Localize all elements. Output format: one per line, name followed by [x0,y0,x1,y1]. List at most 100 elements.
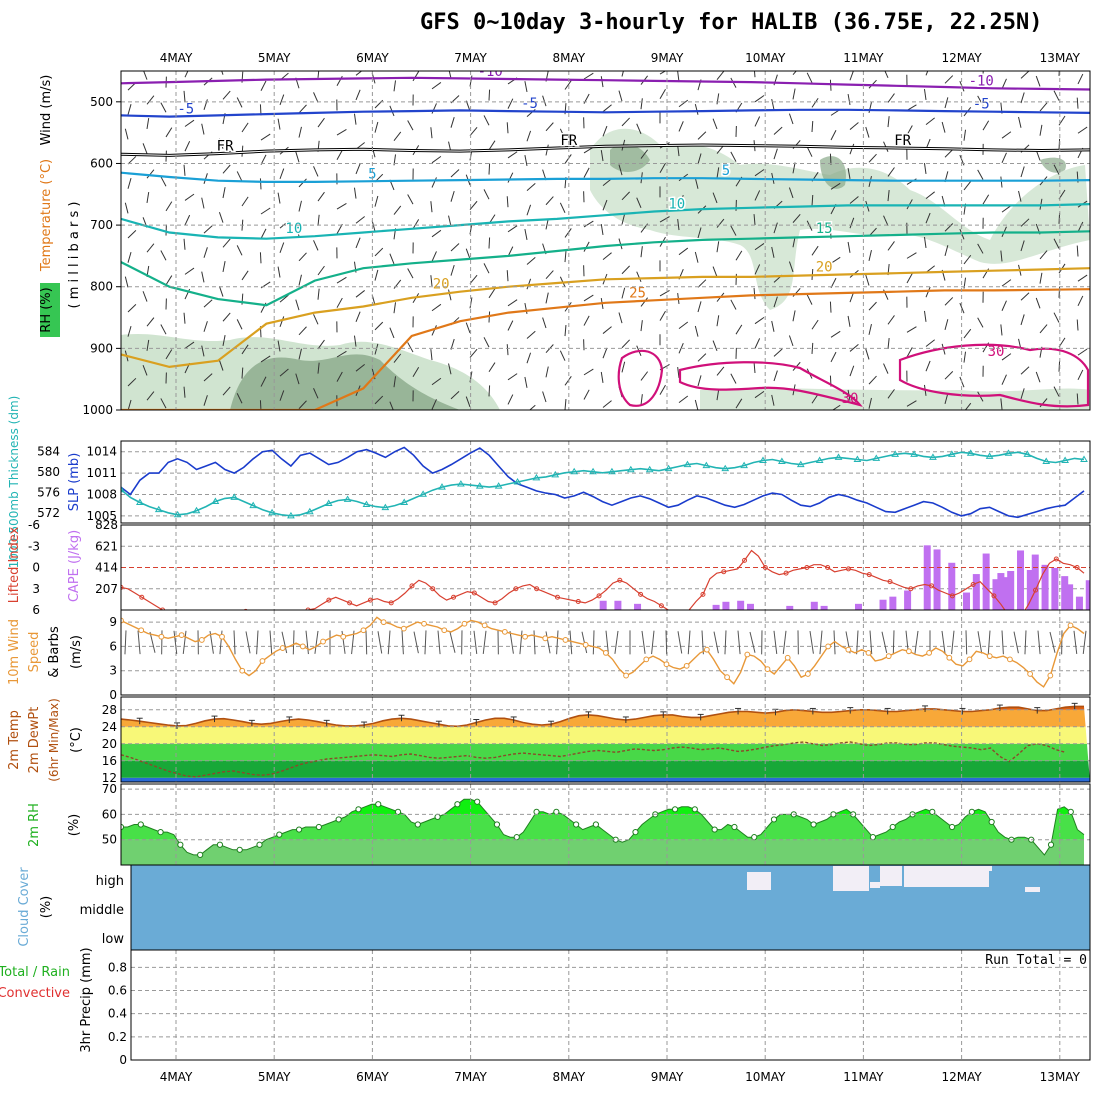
wind-marker [461,620,468,627]
wind-barb [754,338,761,349]
wind-barb [488,385,491,397]
wind-barb [614,630,619,654]
rh-marker [335,816,342,823]
wind-barb [829,153,832,165]
wind-barb [640,297,649,307]
wind-marker [138,627,145,634]
wind-barb [448,363,452,375]
wind-barb [678,195,684,206]
wind-barb [602,326,612,334]
wind-barb [222,386,231,396]
isotherm-label: 5 [722,163,730,179]
wind-barb [1020,314,1025,326]
wind-barb [730,151,737,162]
wind-barb [526,256,536,265]
rh-marker [810,821,817,828]
t2-grid-vertical [175,697,1061,782]
wind-barb [201,345,205,357]
wind-barb [1058,71,1060,76]
wind-barb [830,351,837,363]
wind-barb [507,373,518,381]
wind-barb [127,303,137,313]
wind-barb [507,320,514,331]
wind-barb [583,294,594,302]
wind-barb [317,71,320,78]
wind-barb [221,71,224,75]
wind-barb [1001,131,1012,139]
lifted-marker [700,591,706,597]
wind-barb [295,373,300,385]
wind-barb [1039,398,1048,408]
y-tick-label: 0.4 [108,1007,127,1021]
wind-marker [279,645,286,651]
rh-shade-mid-dark [610,144,650,172]
x-tick-label-bottom: 6MAY [356,1070,389,1084]
wind-barb [697,131,707,140]
wind-barb [465,248,471,260]
cape-bar [879,599,887,610]
ylabel-rh: RH (%) [39,287,54,332]
chart-title: GFS 0~10day 3-hourly for HALIB (36.75E, … [420,10,1043,35]
wind-barb [336,149,343,160]
thickness-marker [721,464,730,472]
wind-barb [1053,164,1060,175]
isotherm-label: -5 [973,97,990,113]
wind-barb [618,90,623,102]
wind-barb [469,126,478,137]
isotherm-fr-inner [121,144,1090,156]
wind-barb [336,350,347,358]
wind-barb [450,264,455,276]
thickness-marker [513,478,522,485]
wind-barb [887,116,890,128]
wind-barb [374,395,384,405]
wind-barb [737,630,741,655]
cape-bar [712,604,720,610]
wind-barb [694,399,699,410]
wind-barb [355,163,361,175]
cape-bar [997,573,1005,610]
wind-barb [374,195,379,207]
wind-barb [317,362,320,374]
wind-marker [239,667,246,674]
wind-barb [184,267,195,275]
wind-barb [847,93,851,105]
cape-bar [746,603,754,610]
rh-marker [236,846,243,853]
precip-frame [130,949,1091,1061]
wind-barb [847,241,851,253]
thickness-marker [645,465,654,473]
cape-bar [1066,584,1074,610]
wind-barb [298,126,302,138]
cape-bar [1061,576,1069,610]
wind-barb [1001,152,1007,164]
wind-barb [1053,312,1060,323]
wind-barb [507,172,514,183]
thickness-marker [570,467,579,475]
wind-barb [245,631,251,654]
x-tick-label-top: 9MAY [651,51,684,65]
wind-barb [279,294,289,303]
lifted-marker [804,565,810,570]
wind-barb [713,631,719,654]
lifted-marker [929,583,935,589]
rh-marker [1067,808,1074,815]
wind-barb [430,349,433,361]
wind-barb [1077,73,1084,85]
wind-barb [887,93,895,103]
wind-barb [868,323,872,335]
wind-barb [788,187,794,199]
wind-barb [941,121,946,133]
li-plot [121,545,1090,610]
ylabel-convective: Convective [0,986,70,1001]
wind-barb [564,376,572,386]
wind-barb [1000,176,1003,188]
wind-barb [1024,630,1027,655]
rh-marker [276,831,283,838]
wind-barb [218,212,224,223]
wind-barb [355,89,361,101]
wind-barb [160,102,167,113]
wind-barb [260,376,267,387]
rh-marker [869,834,877,841]
y-tick-label-left: 576 [37,485,60,499]
